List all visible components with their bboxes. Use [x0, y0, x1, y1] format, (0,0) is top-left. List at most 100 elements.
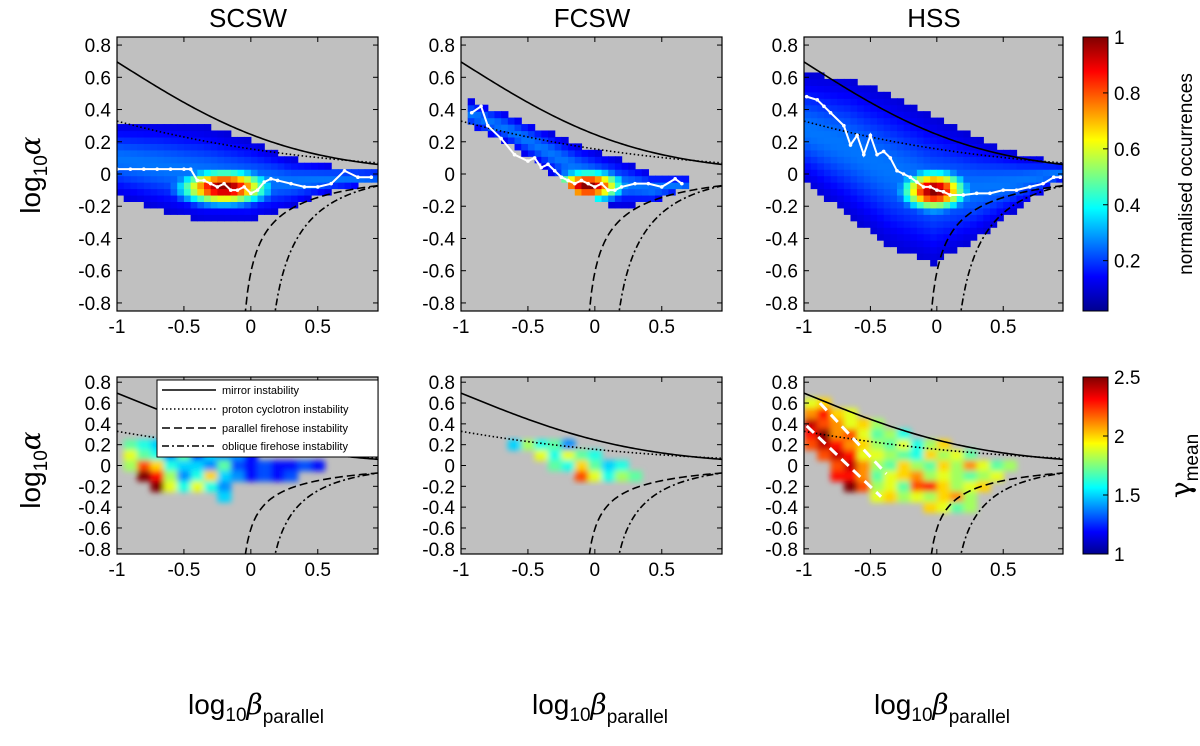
occurrence-cell: [837, 124, 845, 132]
gamma-curve-dashed: [244, 472, 378, 554]
gamma-cell: [870, 429, 885, 440]
gamma-cell: [561, 449, 576, 461]
occurrence-cell: [830, 91, 838, 99]
occurrence-cell: [284, 162, 292, 170]
occurrence-cell: [863, 169, 872, 177]
occurrence-cell: [257, 188, 265, 196]
occurrence-cell: [635, 182, 643, 190]
occurrence-cell: [641, 169, 649, 177]
occurrence-xtick-label: -0.5: [168, 317, 201, 338]
occurrence-cell: [237, 143, 245, 151]
occurrence-cell: [137, 162, 145, 170]
occurrence-cell: [837, 130, 845, 138]
median-point: [855, 133, 859, 138]
occurrence-cell: [896, 240, 905, 248]
occurrence-cell: [916, 246, 925, 254]
occurrence-cell: [837, 117, 845, 125]
occurrence-heatmap: [804, 72, 1063, 267]
occurrence-cell: [903, 201, 911, 209]
occurrence-cell: [936, 207, 945, 215]
occurrence-cell: [817, 143, 825, 151]
occurrence-cell: [970, 188, 978, 196]
median-point: [356, 175, 360, 180]
occurrence-cell: [661, 188, 670, 196]
occurrence-ytick-label: -0.6: [422, 262, 455, 283]
occurrence-cell: [916, 156, 925, 164]
occurrence-ytick-label: 0.6: [772, 68, 798, 89]
occurrence-cell: [177, 207, 185, 215]
gamma-cell: [284, 470, 299, 482]
gamma-cell: [217, 481, 232, 493]
occurrence-cell: [291, 182, 299, 190]
occurrence-cell: [668, 182, 676, 190]
gamma-ytick-label: 0.2: [85, 436, 111, 457]
occurrence-ytick-label: -0.4: [765, 229, 798, 250]
occurrence-ytick-label: 0.2: [772, 133, 798, 154]
median-point: [469, 110, 474, 115]
occurrence-cell: [963, 201, 971, 209]
occurrence-cell: [877, 143, 885, 151]
occurrence-cell: [183, 182, 192, 190]
occurrence-cell: [217, 143, 225, 151]
occurrence-cell: [237, 201, 245, 209]
occurrence-cell: [843, 175, 852, 183]
occurrence-cell: [1003, 207, 1011, 215]
gamma-cell: [270, 470, 285, 482]
median-point: [539, 165, 544, 170]
occurrence-cell: [883, 162, 891, 170]
occurrence-cell: [890, 201, 898, 209]
occurrence-cell: [130, 124, 138, 132]
occurrence-cell: [163, 182, 172, 190]
occurrence-cell: [291, 194, 299, 202]
occurrence-cell: [870, 111, 878, 119]
median-point: [242, 185, 246, 189]
occurrence-cell: [883, 182, 891, 190]
occurrence-cell: [527, 130, 536, 138]
gamma-cell: [817, 418, 832, 430]
occurrence-cell: [237, 156, 245, 164]
median-point: [881, 149, 886, 154]
occurrence-cell: [1003, 169, 1011, 177]
occurrence-cell: [467, 111, 475, 119]
median-point: [546, 162, 550, 167]
occurrence-cell: [190, 149, 198, 157]
occurrence-xtick-label: -0.5: [512, 317, 545, 338]
gamma-cell: [896, 491, 911, 503]
occurrence-cell: [548, 149, 556, 157]
occurrence-cell: [810, 156, 818, 164]
occurrence-cell: [177, 156, 185, 164]
occurrence-cell: [284, 175, 292, 183]
occurrence-cell: [291, 201, 299, 209]
occurrence-cell: [588, 169, 596, 177]
occurrence-ytick-label: 0.6: [85, 68, 111, 89]
occurrence-cell: [1023, 175, 1031, 183]
occurrence-curve-dashdot: [960, 185, 1063, 311]
occurrence-cell: [1016, 188, 1024, 196]
occurrence-cell: [264, 162, 272, 170]
median-point: [673, 177, 677, 181]
colorbar-tick-label: 0.8: [1114, 84, 1140, 105]
occurrence-cell: [804, 136, 812, 144]
gamma-ytick-label: 0.8: [429, 373, 455, 394]
occurrence-cell: [351, 175, 359, 183]
gamma-cell: [804, 408, 818, 420]
occurrence-cell: [494, 111, 502, 119]
occurrence-cell: [534, 149, 542, 157]
occurrence-cell: [863, 149, 872, 157]
gamma-cell: [843, 429, 858, 440]
gamma-cell: [204, 460, 218, 472]
occurrence-cell: [608, 162, 616, 170]
occurrence-cell: [561, 149, 569, 157]
occurrence-cell: [257, 149, 265, 157]
occurrence-ytick-label: 0: [444, 165, 455, 186]
occurrence-cell: [903, 240, 911, 248]
median-point: [342, 168, 347, 173]
occurrence-cell: [837, 156, 845, 164]
gamma-cell: [137, 470, 151, 482]
occurrence-cell: [963, 182, 971, 190]
occurrence-cell: [950, 188, 958, 196]
occurrence-cell: [989, 207, 998, 215]
occurrence-cell: [1009, 182, 1018, 190]
median-point: [552, 168, 557, 173]
gamma-cell: [311, 460, 325, 472]
